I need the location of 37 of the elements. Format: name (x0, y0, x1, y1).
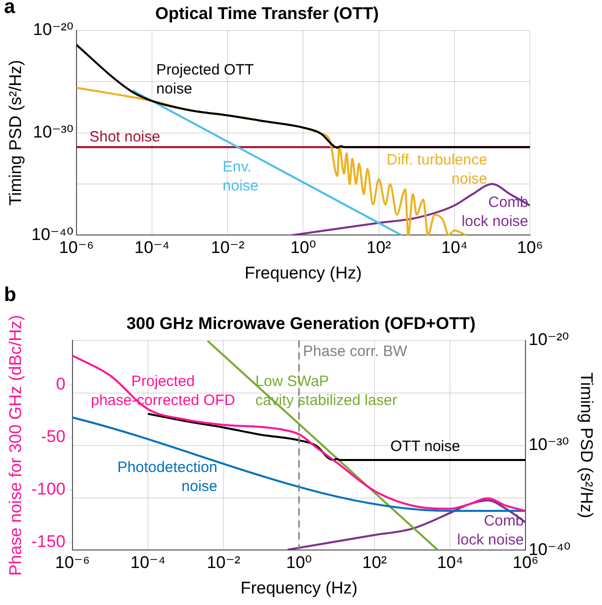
x-tick-label: 10⁻⁴ (130, 553, 166, 572)
chart-title: Optical Time Transfer (OTT) (155, 4, 379, 23)
y2-tick-label: -100 (31, 480, 66, 499)
x-tick-label: 10⁶ (517, 238, 543, 258)
series-label: Env. noise (222, 158, 259, 195)
x-tick-label: 10² (366, 238, 392, 258)
series-label: Comb lock noise (462, 194, 528, 230)
y-axis-title: Timing PSD (s²/Hz) (577, 372, 596, 518)
x-tick-label: 10⁴ (441, 238, 468, 258)
text: a (4, 0, 16, 19)
y2-axis-title: Phase noise for 300 GHz (dBc/Hz) (6, 314, 25, 576)
y2-tick-label: -150 (31, 532, 66, 552)
x-axis-title: Frequency (Hz) (240, 578, 358, 598)
series-label: Projected OTT noise (156, 61, 254, 98)
y2-tick-label: 0 (56, 374, 66, 394)
x-tick-label: 10⁰ (286, 553, 312, 572)
x-tick-label: 10⁻² (210, 238, 245, 258)
ref-line-label: Phase corr. BW (303, 343, 408, 360)
x-axis-title: Frequency (Hz) (244, 263, 362, 282)
y-tick-label: 10⁻³⁰ (528, 434, 570, 454)
text: b (4, 284, 16, 307)
y-axis-title: Timing PSD (s²/Hz) (6, 60, 25, 206)
x-tick-label: 10⁰ (290, 238, 316, 258)
series-label: Shot noise (89, 128, 160, 146)
series-label: Diff. turbulence noise (386, 152, 488, 188)
x-tick-label: 10⁻⁴ (134, 238, 170, 258)
y2-tick-label: -50 (40, 427, 66, 446)
chart-title: 300 GHz Microwave Generation (OFD+OTT) (126, 314, 476, 333)
x-tick-label: 10² (362, 553, 388, 572)
x-tick-label: 10⁴ (436, 553, 464, 572)
y-tick-label: 10⁻²⁰ (33, 20, 74, 40)
y-tick-label: 10⁻²⁰ (528, 330, 570, 350)
x-tick-label: 10⁻⁶ (54, 553, 90, 572)
series-label: Photodetection noise (117, 458, 218, 495)
x-tick-label: 10⁻² (206, 553, 241, 572)
y-tick-label: 10⁻³⁰ (33, 122, 74, 142)
series-label: OTT noise (390, 438, 460, 456)
